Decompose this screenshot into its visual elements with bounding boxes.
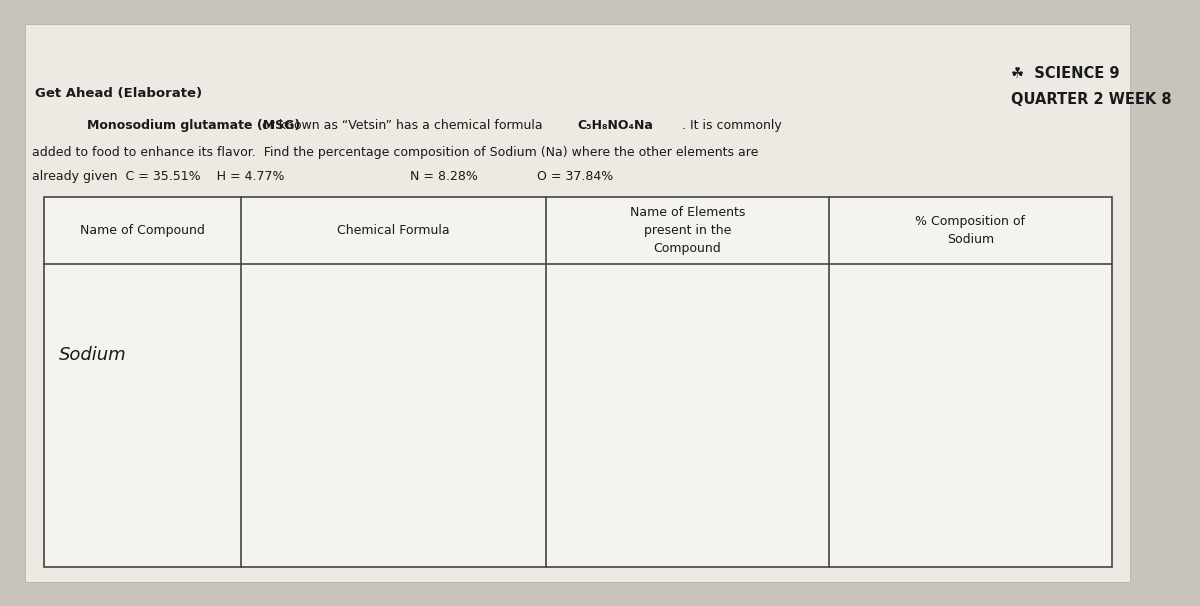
Text: O = 37.84%: O = 37.84% bbox=[538, 170, 613, 184]
FancyBboxPatch shape bbox=[25, 24, 1130, 582]
Text: C₅H₈NO₄Na: C₅H₈NO₄Na bbox=[578, 119, 654, 132]
Text: or known as “Vetsin” has a chemical formula: or known as “Vetsin” has a chemical form… bbox=[258, 119, 546, 132]
Text: added to food to enhance its flavor.  Find the percentage composition of Sodium : added to food to enhance its flavor. Fin… bbox=[32, 146, 758, 159]
Text: QUARTER 2 WEEK 8: QUARTER 2 WEEK 8 bbox=[1012, 93, 1171, 107]
Text: Name of Compound: Name of Compound bbox=[80, 224, 205, 237]
Text: ☘  SCIENCE 9: ☘ SCIENCE 9 bbox=[1012, 67, 1120, 81]
Text: already given  C = 35.51%    H = 4.77%: already given C = 35.51% H = 4.77% bbox=[32, 170, 284, 184]
Text: . It is commonly: . It is commonly bbox=[682, 119, 781, 132]
Text: Chemical Formula: Chemical Formula bbox=[337, 224, 450, 237]
Text: Get Ahead (Elaborate): Get Ahead (Elaborate) bbox=[35, 87, 202, 101]
Text: % Composition of
Sodium: % Composition of Sodium bbox=[916, 215, 1025, 246]
Text: Sodium: Sodium bbox=[59, 345, 126, 364]
FancyBboxPatch shape bbox=[44, 197, 1111, 567]
Text: N = 8.28%: N = 8.28% bbox=[410, 170, 478, 184]
Text: Name of Elements
present in the
Compound: Name of Elements present in the Compound bbox=[630, 206, 745, 255]
Text: Monosodium glutamate (MSG): Monosodium glutamate (MSG) bbox=[86, 119, 300, 132]
